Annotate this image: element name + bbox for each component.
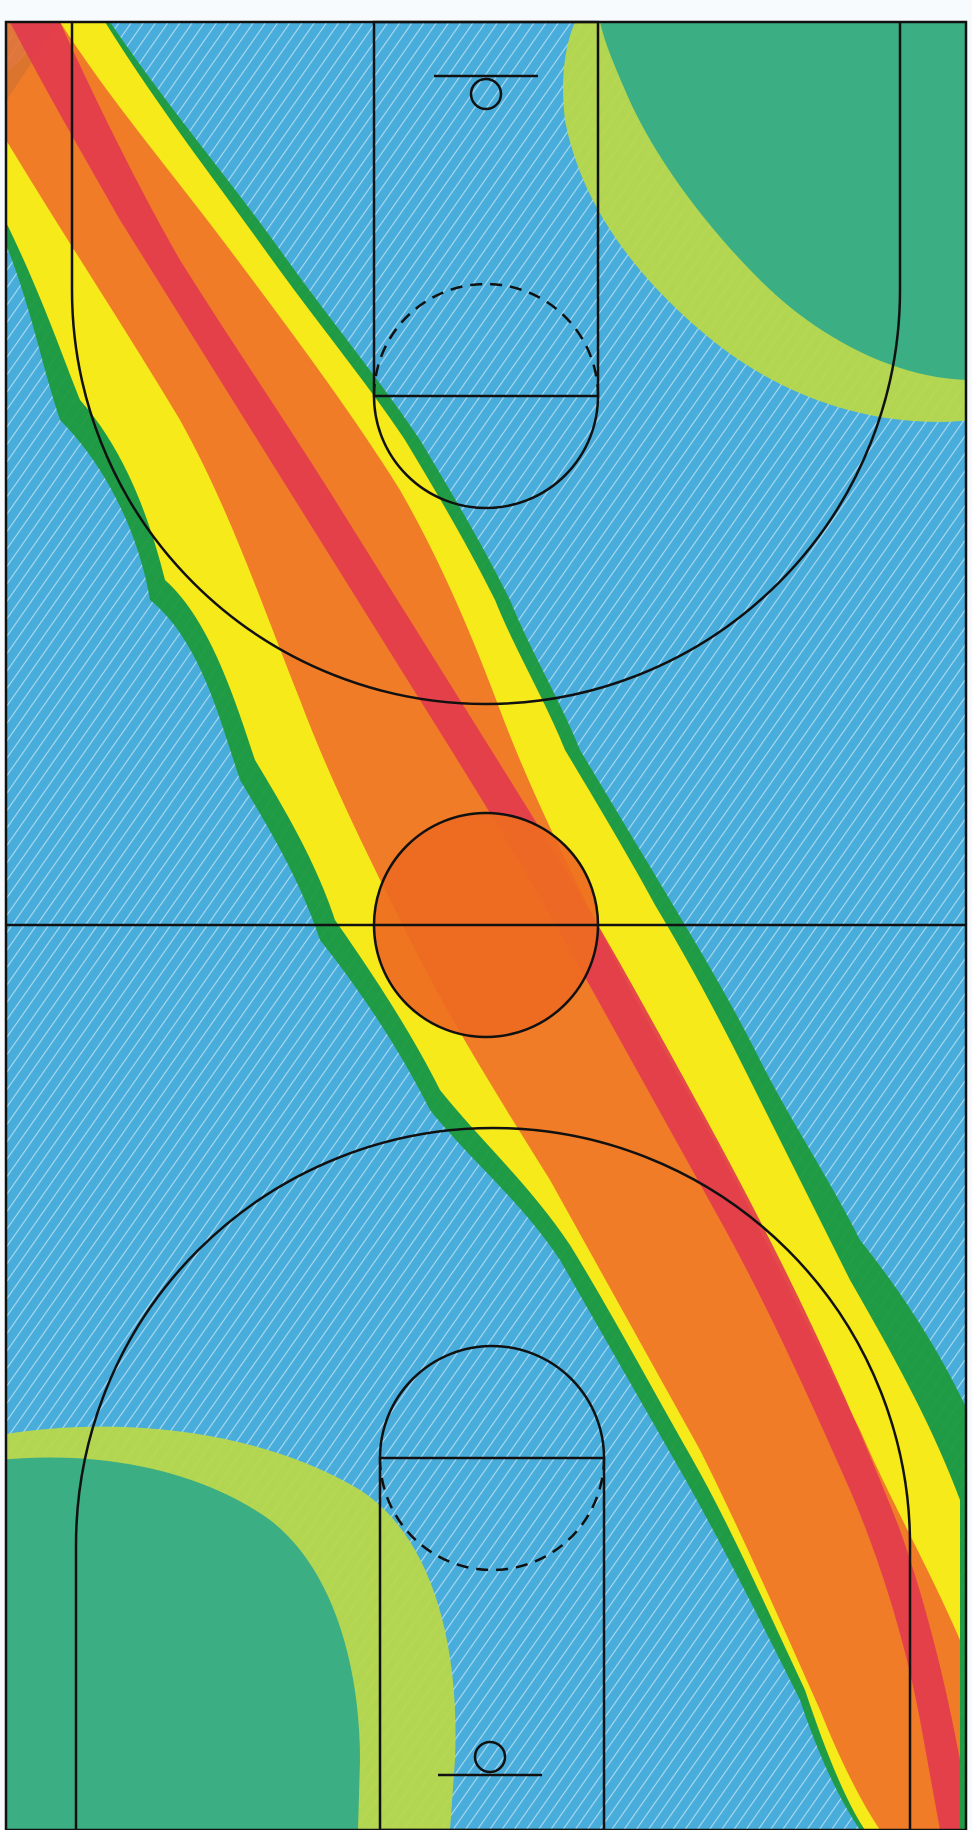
center-circle	[372, 811, 600, 1039]
bottom-three-point-line	[74, 1126, 912, 1830]
top-right-teal-zone	[600, 22, 966, 380]
top-hoop	[469, 77, 503, 111]
bottom-hoop	[473, 1740, 507, 1774]
bottom-key	[378, 1456, 606, 1830]
top-key	[372, 20, 600, 398]
bottom-free-throw-arc-solid	[378, 1344, 606, 1459]
court-lines	[4, 20, 968, 1830]
bottom-left-teal-zone	[6, 1457, 360, 1830]
top-free-throw-arc-solid	[372, 395, 600, 510]
top-three-point-line	[70, 22, 902, 706]
